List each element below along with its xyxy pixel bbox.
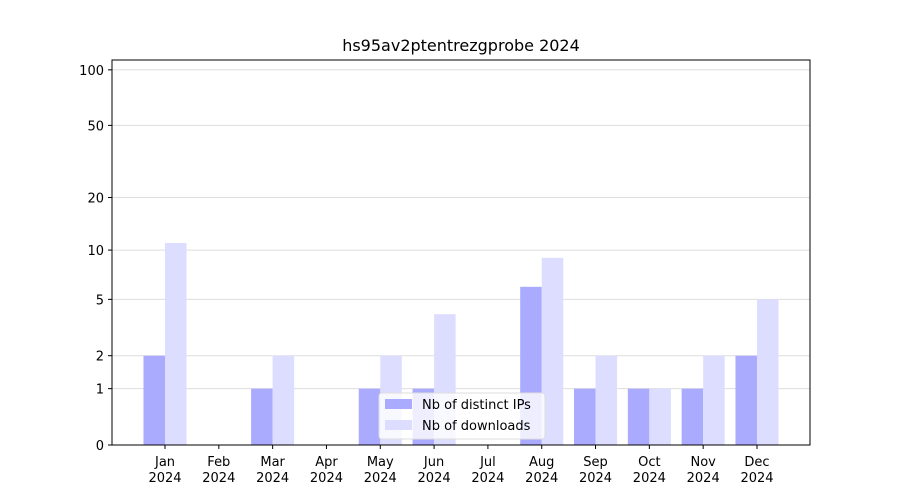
- x-tick-label: Sep 2024: [579, 455, 612, 486]
- y-tick-label: 2: [96, 350, 104, 365]
- legend-label: Nb of downloads: [422, 419, 531, 434]
- y-tick-label: 1: [96, 383, 104, 398]
- y-tick-label: 50: [87, 119, 104, 134]
- bar: [595, 355, 618, 445]
- y-tick-label: 20: [87, 192, 104, 207]
- x-tick-label: Jan 2024: [148, 455, 181, 486]
- x-tick-label: Dec 2024: [740, 455, 773, 486]
- bar: [681, 388, 704, 445]
- y-tick-label: 100: [79, 64, 104, 79]
- plot-frame: [111, 59, 811, 446]
- x-tick-label: Oct 2024: [633, 455, 666, 486]
- x-tick-label: May 2024: [364, 455, 397, 486]
- legend-label: Nb of distinct IPs: [422, 398, 531, 413]
- legend-swatch: [385, 420, 412, 430]
- bar: [756, 299, 779, 445]
- y-tick-label: 0: [96, 439, 104, 454]
- bar: [541, 257, 564, 445]
- chart-title: hs95av2ptentrezgprobe 2024: [342, 36, 580, 55]
- bar: [703, 355, 725, 445]
- bar: [574, 388, 596, 445]
- bar: [251, 388, 273, 445]
- x-tick-label: Aug 2024: [525, 455, 558, 486]
- x-tick-label: Jun 2024: [418, 455, 451, 486]
- x-tick-label: Feb 2024: [202, 455, 235, 486]
- bar: [649, 388, 671, 445]
- y-tick-label: 5: [96, 293, 104, 308]
- bar: [165, 243, 187, 445]
- y-tick-label: 10: [87, 244, 104, 259]
- x-tick-label: Apr 2024: [310, 455, 343, 486]
- x-tick-label: Mar 2024: [256, 455, 289, 486]
- legend-swatch: [385, 399, 412, 409]
- legend-box: [378, 392, 546, 440]
- bar: [358, 388, 381, 445]
- bar: [272, 355, 295, 445]
- bar: [735, 355, 757, 445]
- bar: [627, 388, 650, 445]
- x-tick-label: Jul 2024: [471, 455, 504, 486]
- bar: [143, 355, 166, 445]
- x-tick-label: Nov 2024: [687, 455, 720, 486]
